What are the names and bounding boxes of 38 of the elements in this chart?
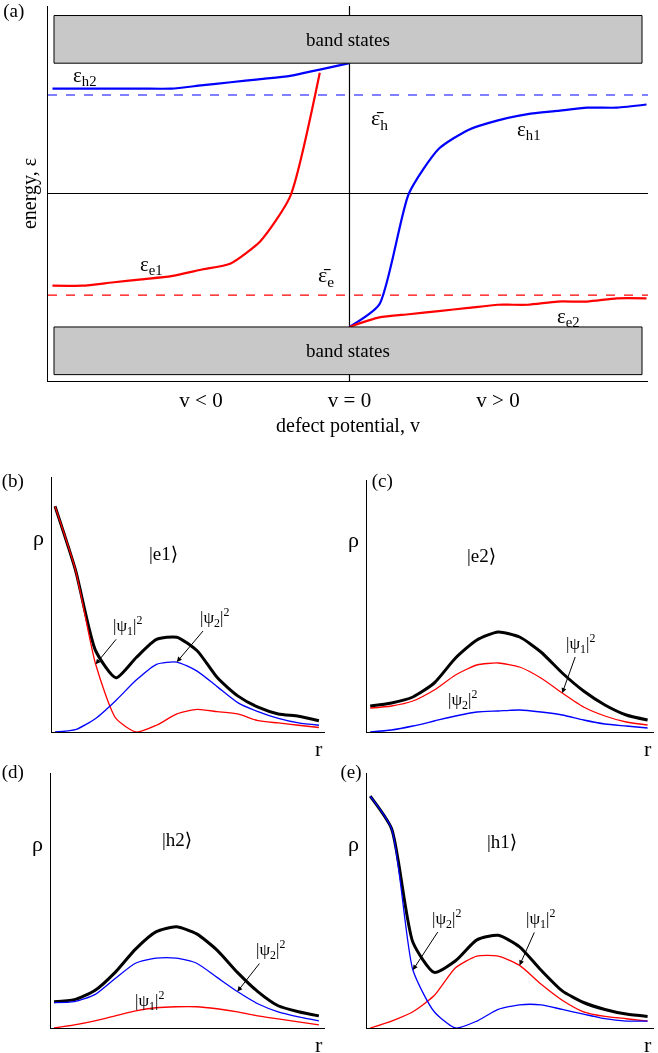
ref-line-label: ε̄$_{h}$ <box>371 105 389 133</box>
chart-title: (a) <box>3 0 25 23</box>
x-axis-title: defect potential, v <box>276 413 420 437</box>
text: |ψ$_{2}$|$^{2}$ <box>200 605 230 630</box>
chart-title: (b) <box>1 470 24 493</box>
text: |e2⟩ <box>467 545 497 566</box>
y-axis-title: ρ <box>32 831 43 856</box>
y-axis-title: ρ <box>348 831 359 856</box>
x-axis-title: r <box>644 736 652 761</box>
x-tick-label: v > 0 <box>476 388 520 413</box>
series-label: ε$_{e2}$ <box>557 304 580 331</box>
series-label: |ψ$_{1}$|$^{2}$ <box>113 613 143 638</box>
series-label: ε$_{h1}$ <box>517 117 541 144</box>
chart-title: (c) <box>371 470 393 493</box>
series-label: |ψ$_{1}$|$^{2}$ <box>566 631 596 656</box>
chart-title: (e) <box>340 761 362 784</box>
ref-line-label: ε̄$_{e}$ <box>318 262 335 290</box>
x-axis-title: r <box>315 1032 323 1053</box>
x-axis-title: r <box>644 1032 652 1053</box>
series-label: |ψ$_{1}$|$^{2}$ <box>135 988 165 1013</box>
x-tick-label: v < 0 <box>179 388 223 413</box>
x-tick-label: v = 0 <box>327 388 372 413</box>
chart-title: (d) <box>1 761 24 784</box>
series-label: ε$_{e1}$ <box>140 252 163 279</box>
text: |ψ$_{2}$|$^{2}$ <box>256 937 286 962</box>
x-axis-title: r <box>315 736 323 761</box>
y-axis-title: energy, ε <box>18 157 42 230</box>
series-label: ε$_{h2}$ <box>73 63 97 90</box>
text: |h2⟩ <box>162 829 193 850</box>
series-label: |ψ$_{1}$|$^{2}$ <box>526 906 556 931</box>
series-label: |ψ$_{2}$|$^{2}$ <box>448 687 478 712</box>
annotation: |h1⟩ <box>487 831 518 852</box>
y-axis-title: ρ <box>33 525 44 550</box>
annotation: |e1⟩ <box>149 543 179 564</box>
band-label: band states <box>306 29 390 50</box>
series-label: |ψ$_{2}$|$^{2}$ <box>432 906 462 931</box>
y-axis-title: ρ <box>348 527 359 552</box>
band-label: band states <box>306 340 390 361</box>
